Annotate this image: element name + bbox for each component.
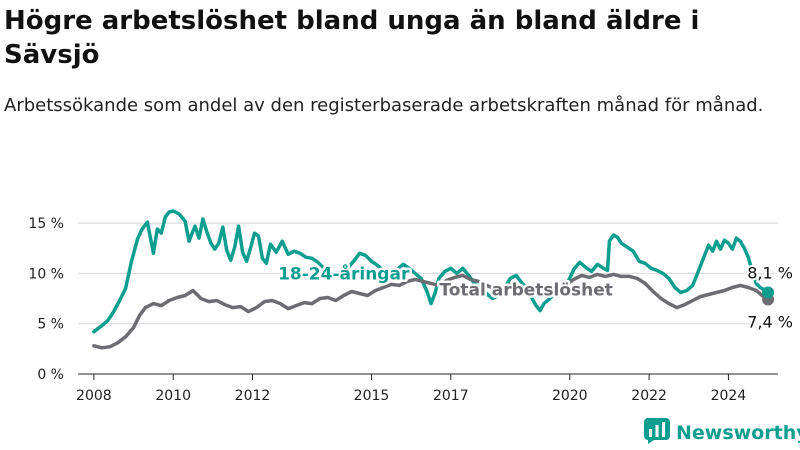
x-tick-label: 2010	[155, 388, 191, 404]
series-name-label: 18-24-åringar	[278, 262, 410, 284]
series-end-label: 7,4 %	[747, 313, 793, 332]
chart-subtitle: Arbetssökande som andel av den registerb…	[4, 95, 764, 116]
y-tick-label: 0 %	[37, 367, 64, 383]
x-tick-label: 2024	[711, 388, 747, 404]
y-tick-label: 5 %	[37, 317, 64, 333]
x-tick-label: 2015	[354, 388, 390, 404]
series-line-youth	[92, 209, 770, 334]
x-tick-label: 2008	[76, 388, 112, 404]
newsworthy-logo-icon	[644, 418, 670, 448]
brand-logo: Newsworthy	[644, 418, 800, 448]
x-tick-label: 2020	[552, 388, 588, 404]
x-tick-label: 2017	[433, 388, 469, 404]
series-end-dot	[762, 286, 775, 299]
chart-title: Högre arbetslöshet bland unga än bland ä…	[4, 6, 700, 70]
y-tick-label: 10 %	[28, 266, 64, 282]
y-tick-label: 15 %	[28, 216, 64, 232]
series-line-total	[92, 272, 770, 350]
x-tick-label: 2012	[235, 388, 271, 404]
x-tick-label: 2022	[631, 388, 667, 404]
series-end-label: 8,1 %	[747, 263, 793, 282]
series-name-label: Total arbetslöshet	[439, 280, 613, 300]
brand-name: Newsworthy	[676, 422, 800, 444]
